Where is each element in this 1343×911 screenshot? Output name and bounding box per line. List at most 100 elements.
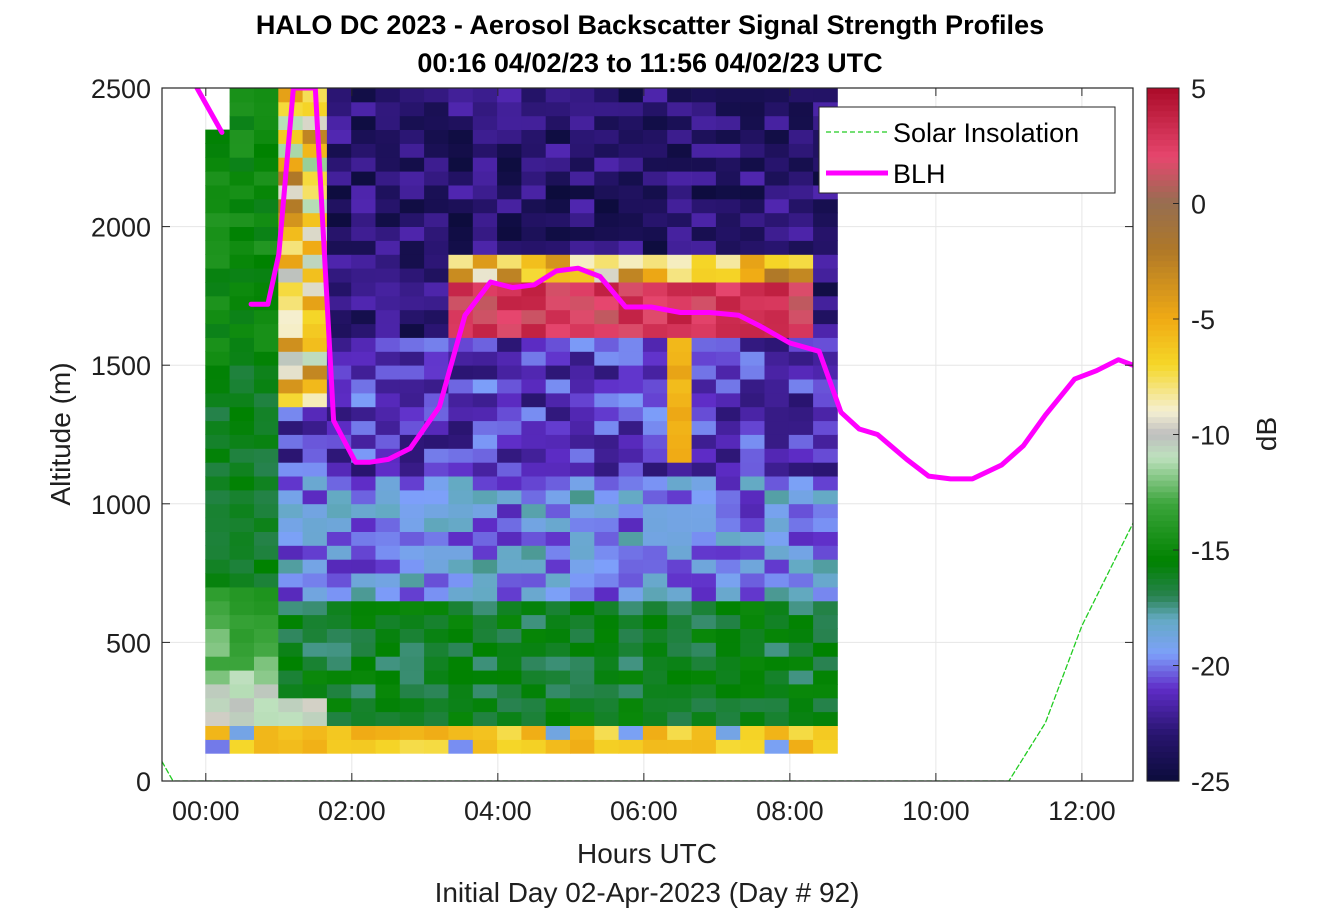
heatmap-cell	[788, 517, 814, 532]
heatmap-cell	[788, 101, 814, 117]
colorbar-slice	[1147, 307, 1179, 314]
heatmap-cell	[618, 545, 644, 560]
heatmap-cell	[764, 462, 790, 477]
heatmap-cell	[448, 600, 474, 616]
heatmap-cell	[472, 642, 498, 657]
heatmap-cell	[497, 157, 522, 172]
colorbar-slice	[1147, 469, 1179, 476]
heatmap-cell	[715, 503, 741, 519]
heatmap-cell	[642, 392, 668, 408]
heatmap-cell	[764, 143, 790, 158]
colorbar-slice	[1147, 746, 1179, 753]
heatmap-cell	[715, 129, 741, 144]
heatmap-cell	[229, 198, 255, 214]
heatmap-cell	[205, 670, 230, 685]
heatmap-cell	[497, 365, 522, 380]
heatmap-cell	[642, 115, 668, 130]
heatmap-cell	[545, 642, 571, 657]
heatmap-cell	[642, 254, 668, 269]
heatmap-cell	[642, 212, 668, 227]
heatmap-cell	[570, 282, 595, 297]
colorbar-slice	[1147, 261, 1179, 268]
colorbar-slice	[1147, 480, 1179, 488]
heatmap-cell	[642, 711, 668, 726]
heatmap-cell	[594, 351, 619, 366]
heatmap-cell	[715, 573, 741, 588]
heatmap-cell	[375, 157, 401, 172]
heatmap-cell	[254, 212, 279, 227]
heatmap-cell	[424, 545, 449, 560]
heatmap-cell	[618, 434, 644, 449]
heatmap-cell	[642, 517, 668, 532]
heatmap-cell	[545, 379, 571, 394]
heatmap-cell	[691, 101, 717, 117]
heatmap-cell	[691, 489, 717, 505]
heatmap-cell	[424, 88, 449, 103]
heatmap-cell	[594, 337, 619, 352]
heatmap-cell	[472, 365, 498, 380]
heatmap-cell	[229, 670, 255, 685]
colorbar-slice	[1147, 665, 1179, 672]
heatmap-cell	[691, 323, 717, 338]
heatmap-cell	[254, 379, 279, 394]
heatmap-cell	[667, 268, 692, 283]
heatmap-cell	[375, 171, 401, 186]
heatmap-cell	[229, 185, 255, 200]
heatmap-cell	[229, 600, 255, 616]
heatmap-cell	[229, 295, 255, 311]
colorbar-slice	[1147, 613, 1179, 620]
heatmap-cell	[472, 143, 498, 158]
heatmap-cell	[351, 198, 376, 214]
heatmap-cell	[351, 379, 376, 394]
heatmap-cell	[375, 420, 401, 435]
heatmap-cell	[691, 88, 717, 103]
heatmap-cell	[254, 684, 279, 699]
heatmap-cell	[278, 614, 303, 629]
heatmap-cell	[594, 198, 619, 214]
heatmap-cell	[351, 282, 376, 297]
heatmap-cell	[278, 656, 303, 671]
heatmap-cell	[326, 725, 352, 740]
heatmap-cell	[205, 600, 230, 616]
heatmap-cell	[715, 226, 741, 241]
heatmap-cell	[691, 115, 717, 130]
heatmap-cell	[472, 600, 498, 616]
colorbar-slice	[1147, 203, 1179, 210]
heatmap-cell	[618, 503, 644, 519]
heatmap-cell	[764, 379, 790, 394]
heatmap-cell	[618, 587, 644, 602]
heatmap-cell	[521, 351, 547, 366]
colorbar-slice	[1147, 474, 1179, 482]
heatmap-cell	[302, 448, 328, 463]
heatmap-cell	[788, 489, 814, 505]
heatmap-cell	[764, 711, 790, 726]
heatmap-cell	[254, 697, 279, 713]
heatmap-cell	[521, 614, 547, 629]
heatmap-cell	[740, 531, 765, 546]
heatmap-cell	[813, 448, 838, 463]
heatmap-cell	[205, 323, 230, 338]
heatmap-cell	[667, 642, 692, 657]
heatmap-cell	[497, 697, 522, 713]
heatmap-cell	[302, 282, 328, 297]
heatmap-cell	[764, 351, 790, 366]
heatmap-cell	[618, 365, 644, 380]
heatmap-cell	[667, 462, 692, 477]
heatmap-cell	[618, 379, 644, 394]
heatmap-cell	[570, 462, 595, 477]
heatmap-cell	[545, 295, 571, 311]
heatmap-cell	[715, 157, 741, 172]
heatmap-cell	[545, 254, 571, 269]
heatmap-cell	[813, 295, 838, 311]
colorbar-slice	[1147, 498, 1179, 505]
heatmap-cell	[691, 462, 717, 477]
heatmap-cell	[764, 157, 790, 172]
heatmap-cell	[472, 670, 498, 685]
heatmap-cell	[326, 448, 352, 463]
colorbar-slice	[1147, 717, 1179, 724]
heatmap-cell	[472, 587, 498, 602]
colorbar-slice	[1147, 99, 1179, 106]
heatmap-cell	[375, 282, 401, 297]
heatmap-cell	[521, 448, 547, 463]
heatmap-cell	[254, 129, 279, 144]
